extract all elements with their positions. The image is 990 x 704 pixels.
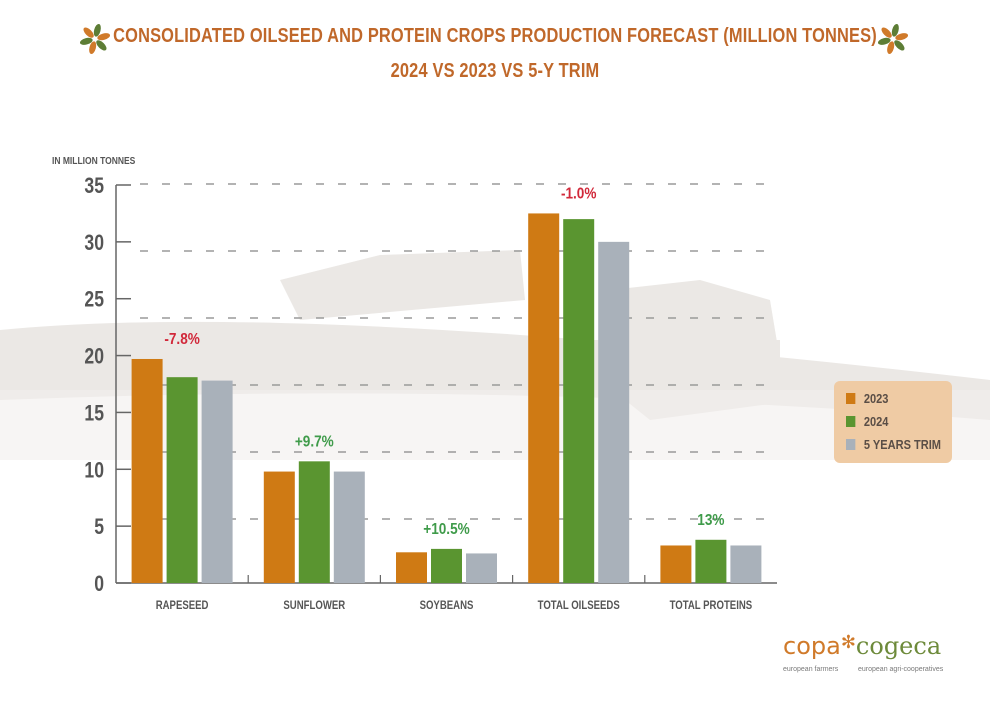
x-category-label: TOTAL PROTEINS bbox=[670, 599, 753, 612]
flower-petal bbox=[79, 37, 93, 45]
bar-soybeans-2023 bbox=[396, 552, 427, 583]
bar-total-oilseeds-2023 bbox=[528, 213, 560, 583]
y-tick-label: 5 bbox=[94, 515, 104, 539]
chart-title-line2: 2024 VS 2023 VS 5-Y TRIM bbox=[390, 60, 600, 82]
change-annotation: +9.7% bbox=[295, 433, 334, 450]
legend-item-2024: 2024 bbox=[846, 414, 888, 429]
y-tick-label: 0 bbox=[94, 572, 104, 596]
flower-petal bbox=[891, 23, 899, 37]
flower-petal bbox=[93, 23, 101, 37]
bar-rapeseed-2024 bbox=[166, 377, 198, 583]
chart-legend: 2023 2024 5 YEARS TRIM bbox=[834, 381, 952, 463]
legend-swatch-2024 bbox=[846, 416, 856, 427]
bar-total-oilseeds-5-years-trim bbox=[598, 241, 630, 583]
y-tick-label: 15 bbox=[84, 402, 104, 426]
change-annotation: -1.0% bbox=[561, 185, 596, 202]
y-tick-label: 35 bbox=[84, 174, 104, 198]
legend-label: 5 YEARS TRIM bbox=[863, 437, 942, 452]
legend-item-5-years-trim: 5 YEARS TRIM bbox=[846, 437, 941, 452]
legend-swatch-5-years-trim bbox=[846, 439, 856, 450]
bar-soybeans-2024 bbox=[431, 548, 462, 583]
flower-logo-icon-left bbox=[79, 23, 111, 55]
y-tick-label: 10 bbox=[84, 459, 104, 483]
change-annotation: -7.8% bbox=[164, 331, 199, 348]
y-tick-label: 20 bbox=[84, 345, 104, 369]
bar-sunflower-2024 bbox=[298, 461, 330, 583]
flower-petal bbox=[887, 41, 895, 55]
flower-petal bbox=[894, 40, 905, 51]
legend-swatch-2023 bbox=[846, 393, 856, 404]
bar-total-proteins-5-years-trim bbox=[730, 545, 762, 583]
logo-cogeca-text: cogeca bbox=[855, 632, 942, 660]
x-category-label: SUNFLOWER bbox=[283, 599, 345, 612]
chart-title-line1: CONSOLIDATED OILSEED AND PROTEIN CROPS P… bbox=[113, 25, 877, 47]
legend-item-2023: 2023 bbox=[846, 391, 888, 406]
flower-petal bbox=[877, 37, 891, 45]
flower-petal bbox=[97, 33, 111, 41]
copa-cogeca-logo: copa✻cogeca european farmers european ag… bbox=[783, 632, 943, 673]
logo-star-icon: ✻ bbox=[840, 632, 856, 652]
flower-petal bbox=[96, 40, 107, 51]
bar-total-proteins-2023 bbox=[660, 545, 692, 583]
bar-sunflower-5-years-trim bbox=[333, 471, 365, 583]
legend-label: 2023 bbox=[863, 391, 889, 406]
flower-petal bbox=[895, 33, 909, 41]
y-tick-label: 30 bbox=[84, 231, 104, 255]
bar-sunflower-2023 bbox=[263, 471, 295, 583]
flower-logo-icon-right bbox=[877, 23, 909, 55]
x-category-label: SOYBEANS bbox=[420, 599, 474, 612]
bar-rapeseed-5-years-trim bbox=[201, 380, 233, 583]
logo-copa-text: copa bbox=[783, 632, 841, 660]
x-category-label: RAPESEED bbox=[156, 599, 209, 612]
change-annotation: 13% bbox=[697, 512, 724, 529]
bar-total-proteins-2024 bbox=[695, 539, 727, 583]
bar-soybeans-5-years-trim bbox=[466, 553, 497, 583]
logo-copa-subtitle: european farmers bbox=[783, 666, 839, 673]
flower-petal bbox=[83, 27, 94, 38]
bar-rapeseed-2023 bbox=[131, 358, 163, 583]
logo-cogeca-subtitle: european agri-cooperatives bbox=[858, 666, 944, 673]
y-tick-label: 25 bbox=[84, 288, 104, 312]
flower-petal bbox=[89, 41, 97, 55]
legend-label: 2024 bbox=[863, 414, 889, 429]
x-category-label: TOTAL OILSEEDS bbox=[538, 599, 620, 612]
bar-total-oilseeds-2024 bbox=[563, 219, 595, 583]
y-axis-label: IN MILLION TONNES bbox=[52, 155, 135, 166]
change-annotation: +10.5% bbox=[423, 521, 469, 538]
flower-petal bbox=[881, 27, 892, 38]
